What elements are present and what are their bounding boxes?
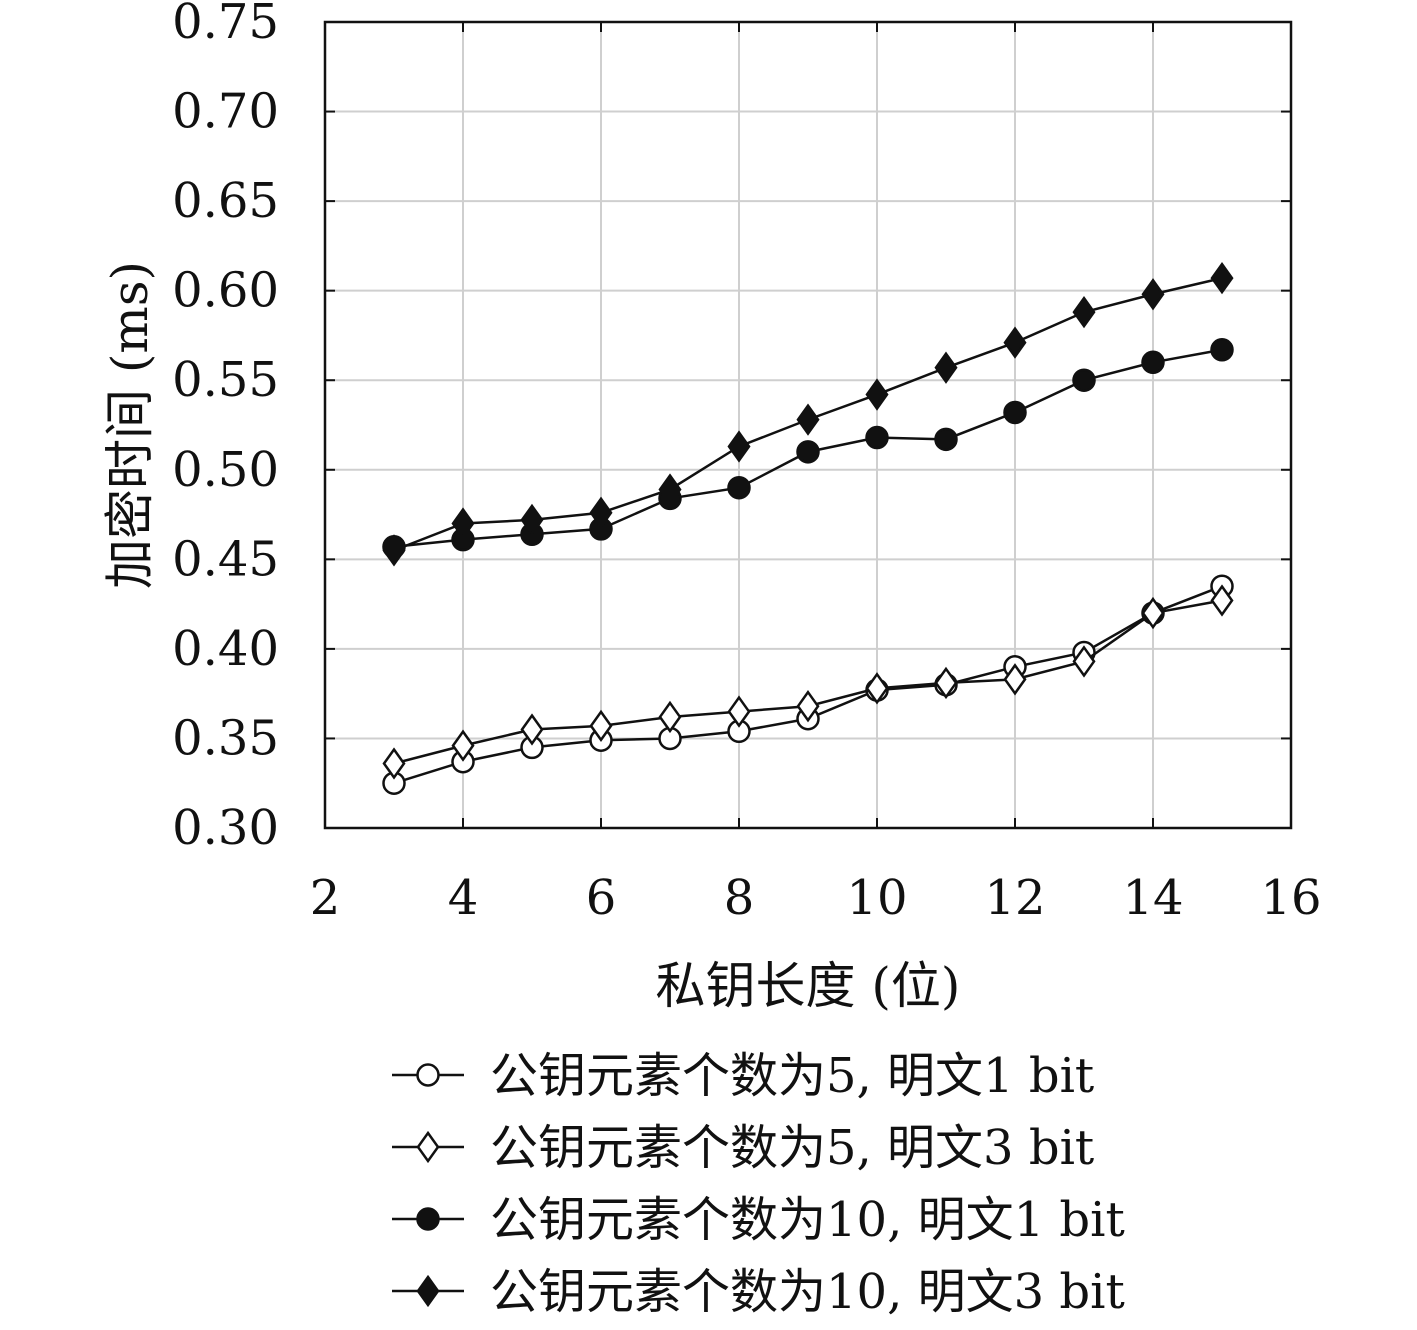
x-tick-label: 4: [448, 870, 479, 926]
data-point: [1003, 663, 1027, 696]
data-point: [382, 534, 406, 567]
x-tick-label: 12: [984, 870, 1045, 926]
data-point: [1210, 261, 1234, 295]
legend: 公钥元素个数为5, 明文1 bit 公钥元素个数为5, 明文3 bit 公钥元素个数…: [392, 1048, 1125, 1320]
data-point: [1003, 400, 1027, 425]
y-tick-label: 0.45: [172, 531, 279, 587]
data-point: [658, 473, 682, 506]
data-point: [865, 425, 889, 450]
data-point: [1141, 278, 1165, 311]
data-point: [1141, 350, 1165, 375]
legend-marker: [416, 1130, 440, 1164]
data-point: [1210, 584, 1234, 617]
legend-marker: [416, 1207, 440, 1231]
data-point: [520, 713, 544, 746]
legend-label: 公钥元素个数为5, 明文3 bit: [490, 1120, 1094, 1176]
data-point: [796, 440, 820, 464]
data-point: [1072, 368, 1096, 392]
data-point: [934, 427, 958, 452]
legend-label: 公钥元素个数为10, 明文3 bit: [490, 1264, 1125, 1320]
data-point: [796, 403, 820, 436]
x-axis-label: 私钥长度 (位): [656, 957, 961, 1015]
y-tick-label: 0.35: [172, 710, 279, 766]
data-point: [658, 700, 682, 734]
data-point: [1072, 296, 1096, 329]
data-point: [1141, 596, 1165, 630]
series-line: [393, 585, 1223, 785]
series-2: [382, 584, 1234, 780]
data-point: [1210, 338, 1234, 362]
series-4: [382, 261, 1234, 567]
data-point: [1003, 326, 1027, 359]
data-point: [382, 747, 406, 780]
y-tick-label: 0.65: [172, 173, 279, 229]
x-tick-label: 14: [1122, 870, 1183, 926]
legend-item-1: 公钥元素个数为5, 明文1 bit: [392, 1048, 1094, 1104]
data-point: [934, 351, 958, 384]
x-tick-label: 16: [1260, 870, 1321, 926]
data-point: [1072, 645, 1096, 678]
series-3: [382, 338, 1234, 559]
legend-item-2: 公钥元素个数为5, 明文3 bit: [392, 1120, 1094, 1176]
legend-marker: [416, 1274, 440, 1308]
x-tick-label: 2: [310, 870, 341, 926]
data-point: [727, 430, 751, 463]
y-tick-label: 0.60: [172, 263, 279, 319]
data-point: [865, 378, 889, 411]
y-tick-label: 0.75: [172, 0, 279, 50]
legend-label: 公钥元素个数为10, 明文1 bit: [490, 1192, 1125, 1248]
legend-item-4: 公钥元素个数为10, 明文3 bit: [392, 1264, 1125, 1320]
legend-label: 公钥元素个数为5, 明文1 bit: [490, 1048, 1094, 1104]
data-point: [451, 729, 475, 762]
legend-item-3: 公钥元素个数为10, 明文1 bit: [392, 1192, 1125, 1248]
plot-area-frame: [323, 20, 1293, 830]
y-tick-label: 0.50: [172, 442, 279, 498]
grid-lines: [325, 22, 1291, 828]
x-tick-label: 10: [846, 870, 907, 926]
data-point: [589, 496, 613, 529]
data-point: [451, 507, 475, 540]
x-tick-label: 8: [724, 870, 755, 926]
legend-marker: [416, 1063, 440, 1087]
x-tick-label: 6: [586, 870, 617, 926]
data-point: [865, 672, 889, 705]
y-axis-label: 加密时间 (ms): [101, 261, 159, 589]
y-tick-label: 0.55: [172, 352, 279, 408]
y-axis-ticks: 0.30 0.35 0.40 0.45 0.50 0.55 0.60 0.65 0.70 0.75: [172, 0, 1291, 856]
y-tick-label: 0.70: [172, 84, 279, 140]
data-point: [727, 475, 751, 500]
series-1: [382, 574, 1234, 795]
data-point: [796, 690, 820, 723]
y-tick-label: 0.30: [172, 800, 279, 856]
y-tick-label: 0.40: [172, 621, 279, 677]
series-lines: [382, 261, 1234, 795]
data-point: [589, 709, 613, 743]
data-point: [727, 695, 751, 728]
data-point: [520, 503, 544, 537]
x-axis-ticks: 2 4 6 8 10 12 14 16: [310, 22, 1322, 926]
data-point: [934, 666, 958, 700]
